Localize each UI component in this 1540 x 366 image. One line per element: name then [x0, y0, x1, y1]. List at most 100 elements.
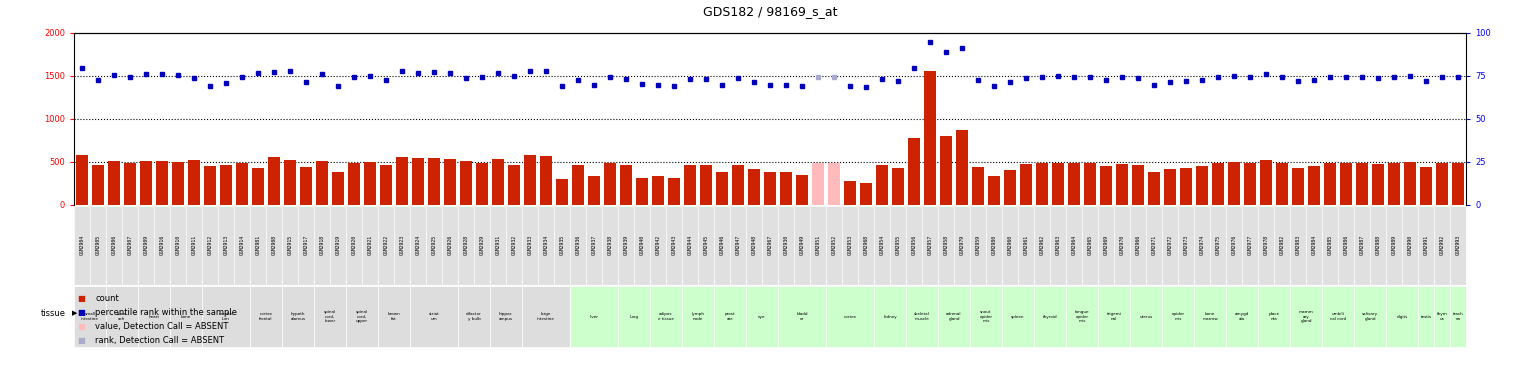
Bar [1197, 166, 1207, 205]
Text: GSM2970: GSM2970 [1120, 235, 1124, 255]
Bar [108, 161, 120, 205]
Bar [1404, 162, 1415, 205]
Bar [970, 206, 986, 285]
Bar [365, 162, 376, 205]
Bar [924, 71, 936, 205]
Text: GSM2944: GSM2944 [687, 235, 693, 255]
Text: GSM2947: GSM2947 [736, 235, 741, 255]
Bar [1291, 286, 1321, 347]
Bar [1324, 163, 1335, 205]
Text: GSM2906: GSM2906 [111, 235, 117, 255]
Bar [1354, 206, 1369, 285]
Bar [1258, 206, 1274, 285]
Text: hippoc
ampus: hippoc ampus [499, 312, 513, 321]
Text: GSM2942: GSM2942 [656, 235, 661, 255]
Text: adrenal
gland: adrenal gland [946, 312, 962, 321]
Bar [493, 158, 504, 205]
Text: snout
epider
mis: snout epider mis [979, 310, 993, 323]
Bar [1003, 286, 1033, 347]
Text: ■: ■ [77, 308, 85, 317]
Bar [1340, 163, 1352, 205]
Text: liver: liver [590, 315, 599, 318]
Bar [1164, 169, 1175, 205]
Text: GSM2918: GSM2918 [319, 235, 325, 255]
Bar [1275, 206, 1289, 285]
Bar [1372, 164, 1383, 205]
Bar [508, 165, 519, 205]
Text: cortex
frontal: cortex frontal [259, 312, 273, 321]
Bar [1291, 206, 1306, 285]
Bar [1212, 163, 1224, 205]
Text: GSM2935: GSM2935 [559, 235, 565, 255]
Bar [570, 206, 585, 285]
Text: GSM2943: GSM2943 [671, 235, 676, 255]
Bar [122, 206, 137, 285]
Bar [1323, 286, 1354, 347]
Bar [1354, 286, 1386, 347]
Text: uterus: uterus [1140, 315, 1152, 318]
Bar [682, 286, 713, 347]
Bar [636, 178, 648, 205]
Text: GSM2981: GSM2981 [256, 235, 260, 255]
Bar [1389, 163, 1400, 205]
Text: GSM2940: GSM2940 [639, 235, 644, 255]
Bar [716, 172, 727, 205]
Bar [171, 206, 186, 285]
Bar [733, 165, 744, 205]
Bar [650, 206, 665, 285]
Bar [172, 162, 183, 205]
Bar [1420, 167, 1432, 205]
Bar [701, 165, 711, 205]
Bar [125, 163, 136, 205]
Text: rank, Detection Call = ABSENT: rank, Detection Call = ABSENT [95, 336, 225, 344]
Bar [394, 206, 410, 285]
Bar [74, 286, 106, 347]
Text: cerebel
lum: cerebel lum [219, 312, 234, 321]
Text: GSM2991: GSM2991 [1423, 235, 1429, 255]
Bar [525, 155, 536, 205]
Bar [650, 286, 682, 347]
Text: GSM2977: GSM2977 [1247, 235, 1252, 255]
Text: GSM2933: GSM2933 [528, 235, 533, 255]
Bar [1163, 286, 1194, 347]
Bar [1130, 206, 1146, 285]
Bar [379, 206, 394, 285]
Bar [92, 165, 103, 205]
Bar [715, 206, 730, 285]
Text: skeletal
muscle: skeletal muscle [915, 312, 930, 321]
Text: GSM2965: GSM2965 [1087, 235, 1092, 255]
Bar [684, 165, 696, 205]
Text: GDS182 / 98169_s_at: GDS182 / 98169_s_at [702, 5, 838, 19]
Bar [282, 286, 314, 347]
Text: GSM2953: GSM2953 [847, 235, 853, 255]
Bar [1418, 206, 1434, 285]
Bar [1210, 206, 1226, 285]
Bar [234, 206, 249, 285]
Bar [522, 206, 537, 285]
Bar [844, 181, 856, 205]
Text: digits: digits [1397, 315, 1408, 318]
Bar [1098, 286, 1130, 347]
Text: GSM2905: GSM2905 [95, 235, 100, 255]
Bar [139, 206, 154, 285]
Bar [202, 206, 217, 285]
Bar [1451, 206, 1466, 285]
Text: GSM2962: GSM2962 [1040, 235, 1044, 255]
Text: GSM2974: GSM2974 [1200, 235, 1204, 255]
Text: GSM2967: GSM2967 [767, 235, 773, 255]
Text: GSM2907: GSM2907 [128, 235, 132, 255]
Bar [682, 206, 698, 285]
Text: GSM2959: GSM2959 [975, 235, 981, 255]
Bar [266, 206, 282, 285]
Text: GSM2960: GSM2960 [1007, 235, 1012, 255]
Bar [220, 165, 231, 205]
Text: thyroid: thyroid [1043, 315, 1058, 318]
Bar [460, 161, 471, 205]
Text: trach
ea: trach ea [1452, 312, 1463, 321]
Bar [890, 206, 906, 285]
Bar [588, 176, 599, 205]
Text: GSM2937: GSM2937 [591, 235, 596, 255]
Text: GSM2922: GSM2922 [383, 235, 388, 255]
Bar [202, 286, 249, 347]
Bar [219, 206, 234, 285]
